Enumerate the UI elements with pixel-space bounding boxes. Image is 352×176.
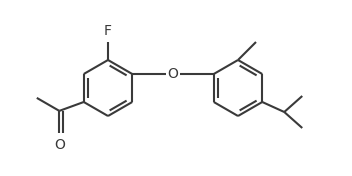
Text: O: O xyxy=(168,67,178,81)
Text: O: O xyxy=(54,138,65,152)
Text: F: F xyxy=(104,24,112,38)
